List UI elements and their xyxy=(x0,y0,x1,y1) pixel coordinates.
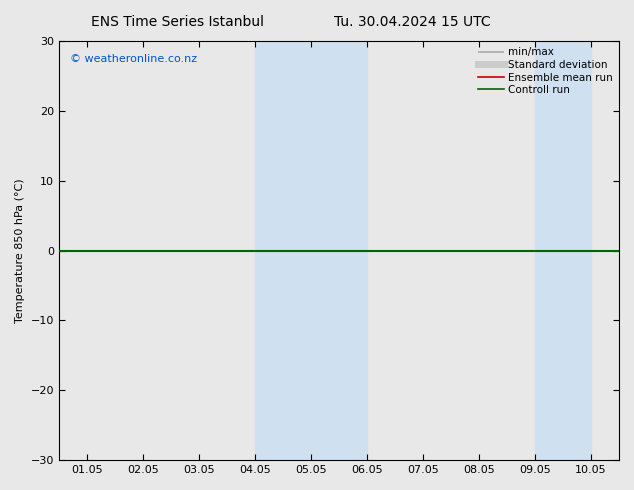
Y-axis label: Temperature 850 hPa (°C): Temperature 850 hPa (°C) xyxy=(15,178,25,323)
Legend: min/max, Standard deviation, Ensemble mean run, Controll run: min/max, Standard deviation, Ensemble me… xyxy=(474,43,617,99)
Bar xyxy=(255,41,367,460)
Bar xyxy=(535,41,591,460)
Text: Tu. 30.04.2024 15 UTC: Tu. 30.04.2024 15 UTC xyxy=(333,15,491,29)
Text: © weatheronline.co.nz: © weatheronline.co.nz xyxy=(70,53,197,64)
Text: ENS Time Series Istanbul: ENS Time Series Istanbul xyxy=(91,15,264,29)
